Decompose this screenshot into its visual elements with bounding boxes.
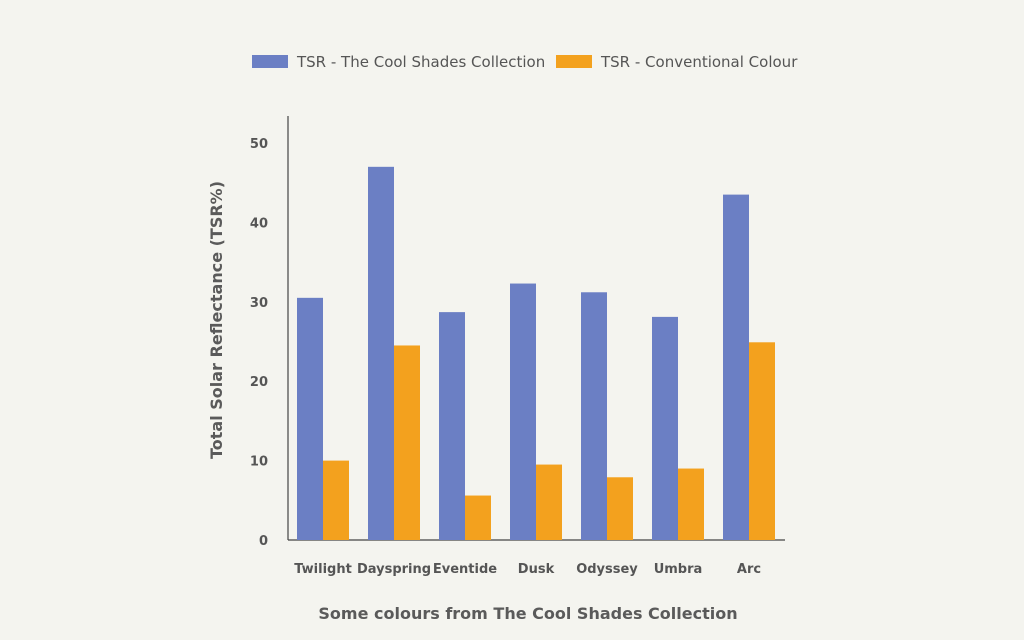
category-labels: Twilight Dayspring Eventide Dusk Odyssey Umbr… bbox=[294, 562, 761, 577]
category-label-dusk: Dusk bbox=[518, 562, 555, 577]
bar-arc-conventional bbox=[749, 342, 775, 540]
y-tick-label: 10 bbox=[250, 455, 268, 470]
y-tick-labels: 0 10 20 30 40 50 bbox=[250, 137, 268, 549]
bar-dayspring-cool-shades bbox=[368, 166, 394, 540]
category-label-umbra: Umbra bbox=[654, 562, 703, 577]
bar-umbra-cool-shades bbox=[652, 316, 678, 540]
y-tick-label: 0 bbox=[259, 534, 268, 549]
bar-dusk-cool-shades bbox=[510, 283, 536, 540]
y-axis-title: Total Solar Reflectance (TSR%) bbox=[207, 181, 226, 459]
bar-arc-cool-shades bbox=[723, 194, 749, 541]
y-tick-label: 20 bbox=[250, 375, 268, 390]
bar-twilight-conventional bbox=[323, 460, 349, 540]
bar-eventide-cool-shades bbox=[439, 312, 465, 540]
category-label-twilight: Twilight bbox=[294, 562, 352, 577]
bar-dayspring-conventional bbox=[394, 345, 420, 540]
bar-twilight-cool-shades bbox=[297, 297, 323, 540]
category-label-dayspring: Dayspring bbox=[357, 562, 431, 577]
bar-dusk-conventional bbox=[536, 464, 562, 540]
category-label-odyssey: Odyssey bbox=[576, 562, 638, 577]
category-label-arc: Arc bbox=[737, 562, 761, 577]
bars bbox=[297, 166, 775, 541]
x-axis-title: Some colours from The Cool Shades Collec… bbox=[318, 604, 737, 623]
bar-odyssey-cool-shades bbox=[581, 292, 607, 540]
bar-eventide-conventional bbox=[465, 495, 491, 540]
legend-label-conventional: TSR - Conventional Colour bbox=[600, 53, 798, 71]
y-tick-label: 30 bbox=[250, 296, 268, 311]
legend-swatch-cool-shades bbox=[252, 55, 288, 68]
bar-umbra-conventional bbox=[678, 468, 704, 540]
category-label-eventide: Eventide bbox=[433, 562, 497, 577]
bar-odyssey-conventional bbox=[607, 477, 633, 540]
legend: TSR - The Cool Shades Collection TSR - C… bbox=[252, 53, 798, 71]
legend-label-cool-shades: TSR - The Cool Shades Collection bbox=[296, 53, 545, 71]
y-tick-label: 40 bbox=[250, 216, 268, 231]
legend-swatch-conventional bbox=[556, 55, 592, 68]
y-tick-label: 50 bbox=[250, 137, 268, 152]
